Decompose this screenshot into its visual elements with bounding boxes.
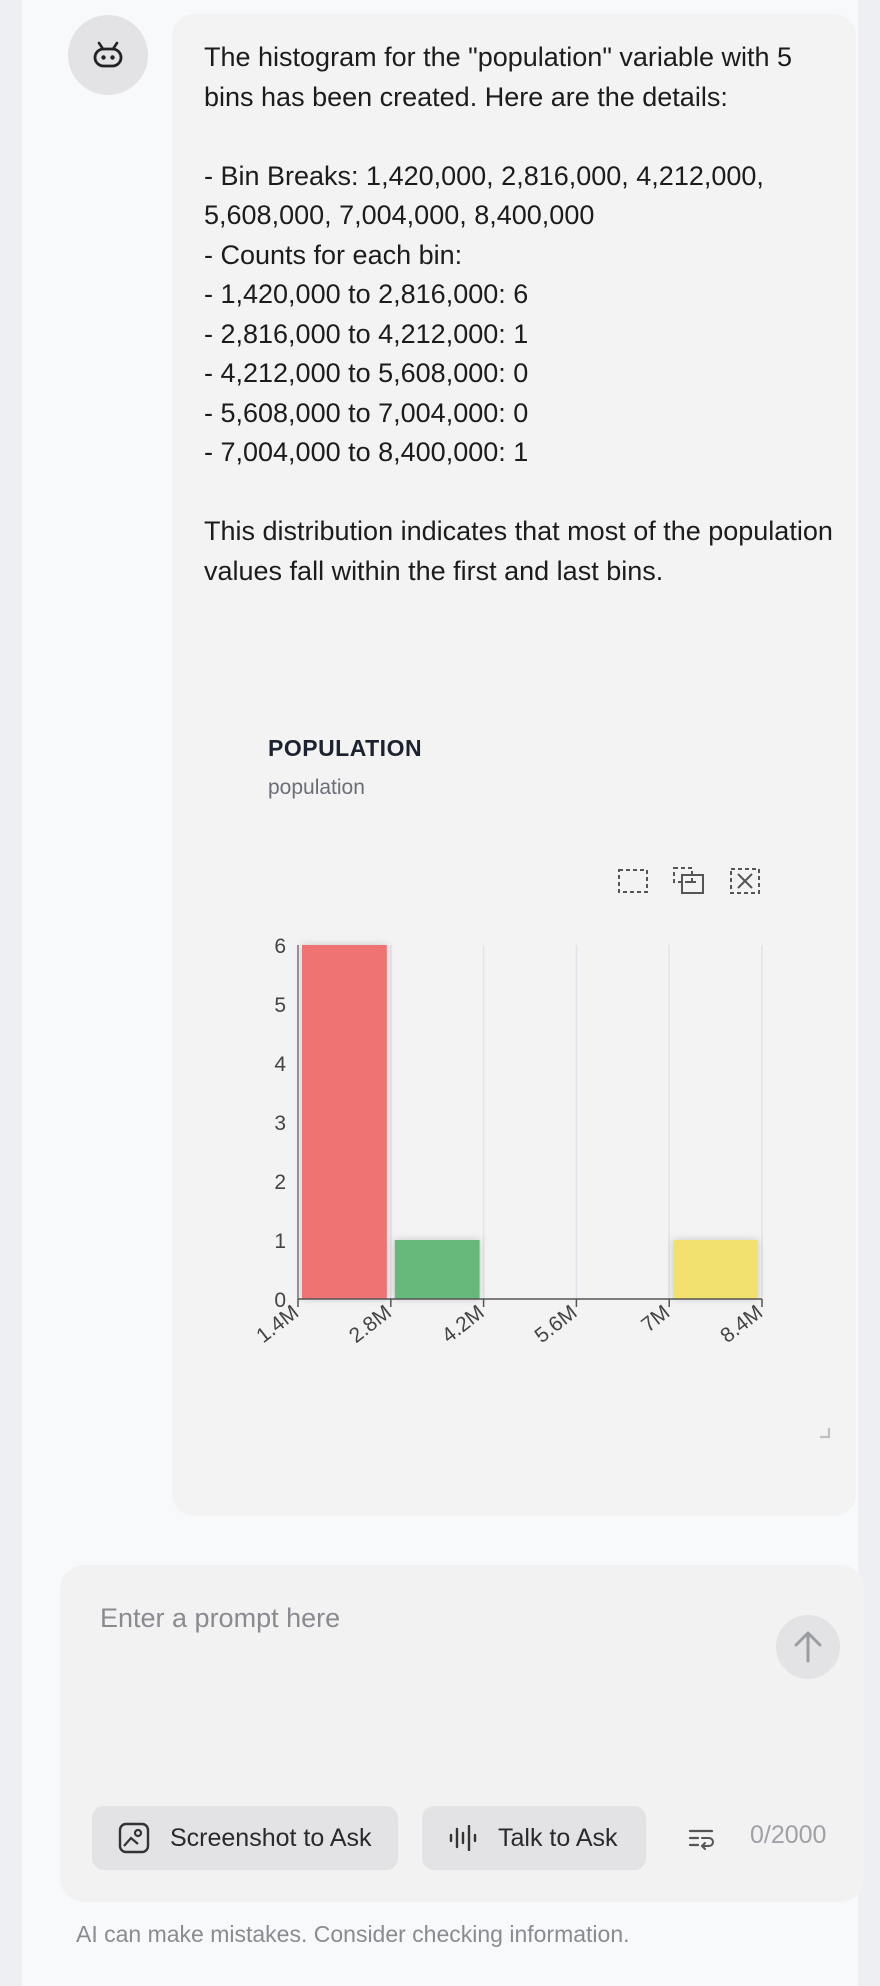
zoom-back-button[interactable] [672, 866, 706, 896]
y-tick-label-1: 1 [274, 1230, 286, 1253]
waveform-icon [448, 1825, 478, 1851]
x-tick-label-3: 5.6M [531, 1301, 582, 1348]
y-tick-label-3: 3 [274, 1112, 286, 1135]
chart-title: POPULATION [268, 735, 423, 761]
talk-label: Talk to Ask [498, 1823, 618, 1852]
histogram-bar-4 [673, 1240, 758, 1299]
screenshot-label: Screenshot to Ask [170, 1823, 372, 1852]
message-text: The histogram for the "population" varia… [204, 42, 833, 586]
zoom-back-icon [673, 867, 704, 894]
x-tick-label-2: 4.2M [438, 1301, 489, 1348]
histogram-bar-0 [302, 945, 387, 1299]
talk-to-ask-button[interactable]: Talk to Ask [422, 1806, 646, 1870]
reset-zoom-button[interactable] [728, 866, 762, 896]
arrow-up-icon [794, 1631, 822, 1663]
screenshot-to-ask-button[interactable]: Screenshot to Ask [92, 1806, 398, 1870]
chart-subtitle: population [268, 776, 365, 799]
chat-panel: The histogram for the "population" varia… [22, 0, 864, 1986]
char-counter: 0/2000 [750, 1821, 827, 1849]
y-tick-label-0: 0 [274, 1289, 286, 1312]
y-tick-label-5: 5 [274, 994, 286, 1017]
select-zoom-icon [618, 869, 648, 893]
assistant-message: The histogram for the "population" varia… [172, 14, 856, 1516]
select-zoom-button[interactable] [616, 866, 650, 896]
prompt-composer: Screenshot to Ask Talk to Ask 0/2000 [60, 1565, 864, 1902]
x-tick-label-1: 2.8M [345, 1301, 396, 1348]
screenshot-icon [118, 1822, 150, 1854]
y-tick-label-4: 4 [274, 1053, 286, 1076]
reset-zoom-icon [730, 868, 760, 894]
bot-icon [93, 41, 123, 68]
bot-avatar [68, 15, 148, 95]
y-tick-label-6: 6 [274, 935, 286, 958]
send-button[interactable] [776, 1615, 840, 1679]
format-list-icon[interactable] [688, 1825, 714, 1851]
resize-handle-icon[interactable] [819, 1427, 831, 1439]
disclaimer: AI can make mistakes. Consider checking … [76, 1921, 630, 1947]
histogram-bar-1 [394, 1240, 480, 1299]
prompt-input[interactable] [98, 1587, 782, 1649]
y-tick-label-2: 2 [274, 1171, 286, 1194]
x-tick-label-5: 8.4M [716, 1301, 767, 1348]
